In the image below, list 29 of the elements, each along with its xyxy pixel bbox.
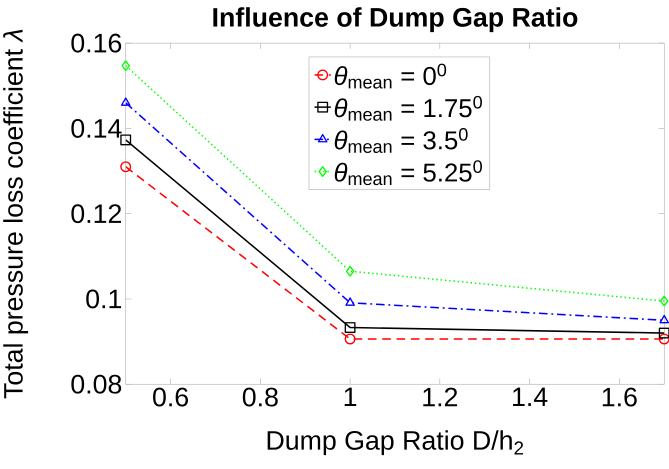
- y-tick-label: 0.1: [86, 290, 122, 309]
- point: [121, 60, 130, 72]
- y-tick-label: 0.14: [71, 119, 122, 138]
- point: [344, 322, 356, 334]
- point: [120, 98, 131, 106]
- x-tick-label: 1: [344, 388, 356, 406]
- point: [120, 162, 132, 172]
- y-axis-title: Total pressure loss coefficient λ: [3, 30, 28, 399]
- legend-label: θ$_{mean}$ = 5.25$^{0}$: [334, 160, 482, 186]
- legend-label: θ$_{mean}$ = 0$^{0}$: [334, 64, 446, 89]
- point: [345, 298, 355, 306]
- point: [346, 266, 354, 277]
- y-tick-label: 0.12: [71, 204, 121, 224]
- y-tick-label: 0.08: [71, 374, 122, 394]
- x-tick-label: 1.4: [513, 388, 548, 406]
- legend-label: θ$_{mean}$ = 3.5$^{0}$: [334, 128, 468, 154]
- point: [659, 315, 669, 324]
- point: [660, 296, 668, 307]
- point: [344, 334, 356, 345]
- x-tick-label: 1.6: [602, 388, 637, 407]
- x-axis-title: Dump Gap Ratio D/h$_{2}$: [268, 430, 524, 456]
- chart-title: Influence of Dump Gap Ratio: [213, 7, 578, 32]
- point: [658, 334, 669, 345]
- x-tick-label: 1.2: [423, 388, 458, 406]
- x-tick-label: 0.6: [153, 388, 188, 407]
- y-tick-label: 0.16: [71, 34, 122, 53]
- point: [120, 134, 132, 146]
- x-tick-label: 0.8: [242, 388, 278, 407]
- legend-label: θ$_{mean}$ = 1.75$^{0}$: [334, 96, 482, 122]
